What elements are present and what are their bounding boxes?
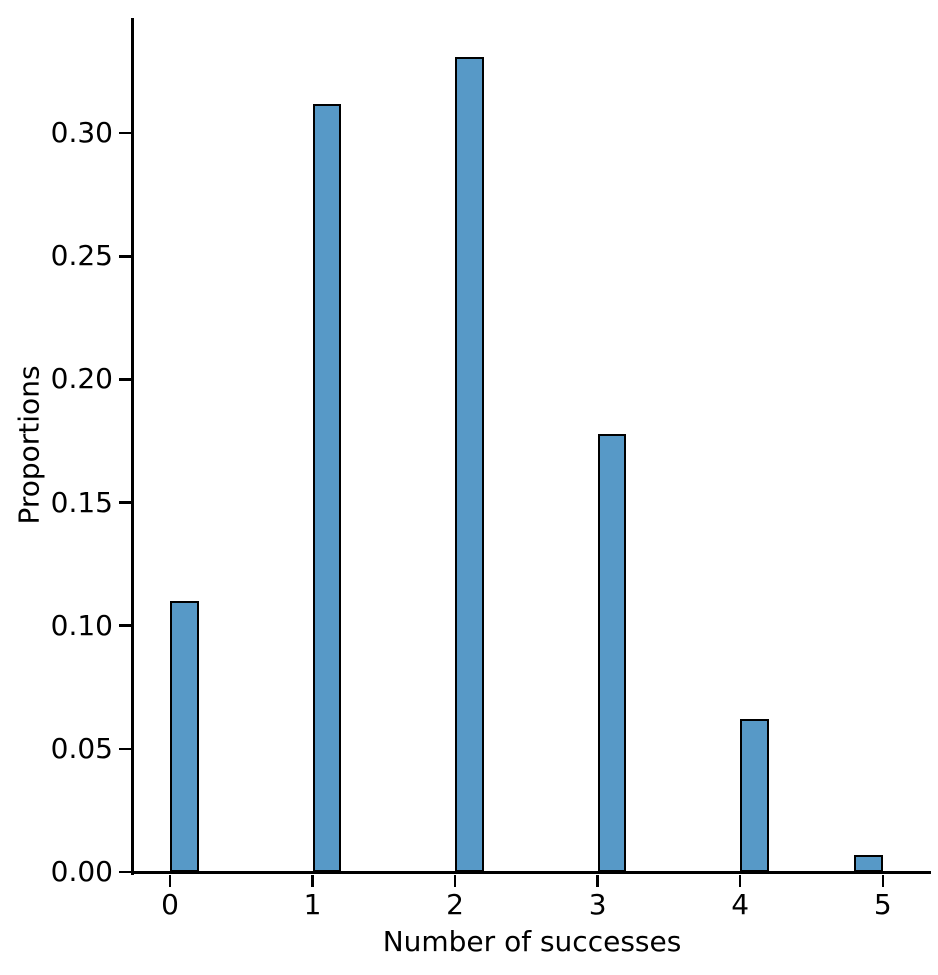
x-tick-mark — [168, 874, 172, 887]
bar-x2 — [455, 56, 484, 872]
y-tick-mark — [119, 501, 131, 504]
y-axis-spine — [131, 18, 134, 875]
y-tick-label: 0.05 — [50, 731, 113, 765]
x-tick-mark — [453, 874, 457, 887]
x-tick-label: 1 — [303, 888, 322, 921]
x-axis-spine — [131, 871, 931, 874]
x-tick-label: 3 — [588, 888, 607, 921]
y-axis-label: Proportions — [12, 365, 46, 525]
x-axis-label: Number of successes — [382, 925, 682, 958]
y-tick-mark — [119, 624, 131, 627]
y-tick-label: 0.15 — [50, 485, 113, 519]
y-tick-label: 0.10 — [50, 608, 113, 642]
y-tick-mark — [119, 378, 131, 381]
x-tick-mark — [881, 874, 884, 887]
bar-x0 — [170, 601, 199, 872]
y-tick-label: 0.00 — [50, 855, 113, 888]
bar-x3 — [597, 433, 627, 872]
y-tick-label: 0.30 — [50, 116, 113, 150]
bar-x4 — [740, 719, 769, 872]
x-tick-label: 0 — [161, 888, 179, 921]
x-tick-label: 5 — [873, 888, 892, 921]
x-tick-label: 2 — [446, 888, 465, 921]
y-tick-mark — [119, 255, 131, 258]
y-tick-mark — [119, 870, 131, 874]
y-tick-label: 0.25 — [50, 239, 113, 273]
x-tick-mark — [596, 874, 599, 887]
x-tick-label: 4 — [731, 888, 750, 921]
bar-x1 — [312, 103, 342, 872]
y-tick-mark — [119, 747, 131, 751]
x-tick-mark — [738, 874, 742, 887]
y-tick-mark — [119, 131, 131, 135]
y-tick-label: 0.20 — [50, 362, 113, 396]
bar-x5 — [854, 854, 883, 872]
x-tick-mark — [311, 874, 314, 887]
